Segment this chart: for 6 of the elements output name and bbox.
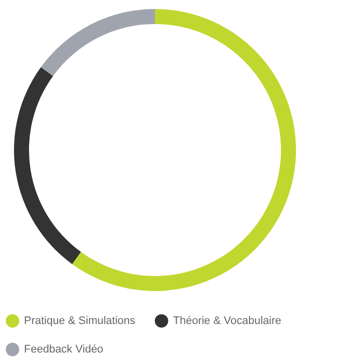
legend-label: Feedback Vidéo (24, 344, 104, 356)
legend-label: Pratique & Simulations (24, 314, 136, 327)
legend-label: Théorie & Vocabulaire (173, 314, 282, 327)
donut-slice (14, 67, 81, 264)
donut-slice (72, 9, 296, 291)
donut-slice (40, 9, 155, 76)
